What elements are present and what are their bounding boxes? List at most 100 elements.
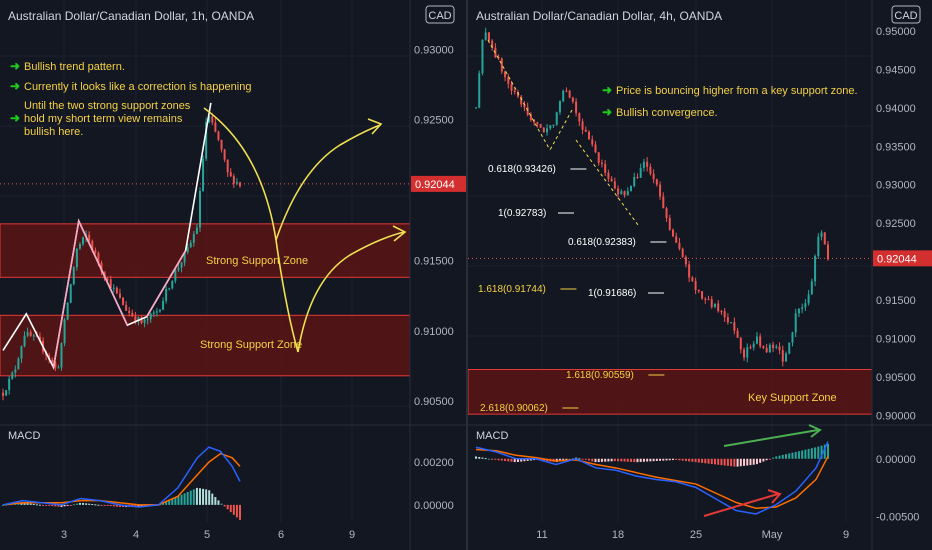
candle-body (746, 347, 749, 358)
currency-badge-label: CAD (894, 10, 917, 22)
macd-histogram-bar (562, 458, 565, 461)
candle-body (100, 262, 103, 272)
candle-body (652, 173, 655, 180)
fib-level-label: 0.618(0.92383) (568, 237, 636, 248)
y-tick-label: 0.90000 (876, 411, 916, 423)
candle-body (720, 311, 723, 313)
macd-histogram-bar (48, 504, 51, 506)
candle-body (701, 291, 704, 299)
macd-histogram-bar (646, 458, 649, 462)
x-tick-label: 3 (61, 529, 67, 541)
macd-histogram-bar (823, 444, 826, 459)
candle-body (533, 119, 536, 123)
candle-body (195, 227, 198, 235)
candle-body (17, 358, 20, 370)
candle-body (633, 176, 636, 187)
macd-histogram-bar (180, 494, 183, 505)
macd-histogram-bar (183, 493, 186, 505)
candle-body (57, 367, 60, 369)
macd-histogram-bar (652, 458, 655, 462)
currency-badge[interactable] (891, 5, 921, 24)
candle-body (546, 128, 549, 133)
candle-body (827, 244, 829, 260)
candle-body (60, 343, 63, 368)
candle-body (794, 313, 797, 333)
candle-body (549, 125, 552, 129)
macd-histogram-bar (491, 458, 494, 460)
macd-histogram-bar (63, 504, 66, 507)
candle-body (755, 336, 758, 344)
candle-body (558, 101, 561, 113)
candle-body (189, 242, 192, 247)
right-chart-svg[interactable]: Key Support Zone 0.95000 0.94500 0.94000 0.9… (468, 0, 932, 550)
macd-histogram-bar (684, 458, 687, 462)
convergence-arrow-price (703, 493, 779, 517)
bullet-arrow-icon: ➜ (10, 79, 20, 93)
candle-body (581, 121, 584, 130)
x-tick-label: 4 (133, 529, 139, 541)
macd-histogram-bar (205, 489, 208, 505)
macd-histogram-bar (607, 458, 610, 462)
macd-histogram-bar (140, 504, 143, 507)
candle-body (820, 232, 823, 237)
macd-histogram-bar (817, 446, 820, 459)
candle-body (146, 319, 149, 321)
candle-body (82, 237, 85, 245)
panel-divider (466, 0, 468, 550)
left-chart-svg[interactable]: Strong Support Zone Strong Support Zone 0.… (0, 0, 466, 550)
macd-signal-line (2, 452, 241, 506)
candle-body (91, 240, 94, 251)
candle-body (743, 349, 746, 358)
candle-body (594, 144, 597, 153)
macd-histogram-bar (78, 502, 81, 505)
right-chart-panel[interactable]: Key Support Zone 0.95000 0.94500 0.94000 0.9… (468, 0, 932, 550)
candle-body (211, 116, 214, 123)
macd-histogram-bar (75, 503, 78, 505)
candle-body (665, 208, 668, 218)
macd-histogram-bar (775, 456, 778, 459)
support-zone (0, 314, 411, 377)
candle-body (38, 336, 41, 341)
candle-body (613, 181, 616, 189)
last-price-tag-label: 0.92044 (415, 179, 455, 191)
macd-histogram-bar (626, 458, 629, 462)
candle-body (785, 353, 788, 362)
projection-arrowhead (392, 225, 407, 242)
macd-line (475, 441, 829, 515)
macd-histogram-bar (513, 458, 516, 463)
macd-histogram-bar (565, 458, 568, 460)
macd-histogram-bar (733, 458, 736, 467)
macd-histogram-bar (617, 458, 620, 462)
macd-histogram-bar (45, 504, 48, 506)
annotation-text: Price is bouncing higher from a key supp… (616, 85, 858, 97)
candle-body (475, 107, 477, 109)
candle-body (180, 262, 183, 268)
macd-histogram-bar (143, 504, 146, 507)
annotation-text: hold my short term view remains (24, 113, 183, 125)
left-chart-panel[interactable]: Strong Support Zone Strong Support Zone 0.… (0, 0, 466, 550)
candle-body (804, 303, 807, 308)
candle-body (208, 116, 211, 123)
y-tick-label: 0.94000 (876, 103, 916, 115)
macd-histogram-bar (623, 458, 626, 462)
currency-badge[interactable] (425, 5, 455, 24)
macd-histogram-bar (507, 458, 510, 462)
trend-line-dashed (549, 109, 573, 151)
candle-body (137, 317, 140, 322)
candle-body (778, 346, 781, 351)
x-tick-label: 9 (349, 529, 355, 541)
candle-body (5, 390, 8, 396)
last-price-tag (411, 175, 466, 192)
macd-histogram-bar (475, 456, 477, 459)
support-zone-label: Strong Support Zone (200, 339, 302, 351)
candle-body (694, 280, 697, 291)
macd-histogram-bar (772, 457, 775, 459)
macd-histogram-bar (794, 451, 797, 459)
chart-title: Australian Dollar/Canadian Dollar, 4h, O… (476, 9, 722, 23)
macd-histogram-bar (217, 500, 220, 505)
candle-body (220, 139, 223, 150)
macd-histogram-bar (662, 458, 665, 461)
convergence-arrowhead (767, 489, 782, 504)
y-tick-label: 0.95000 (876, 26, 916, 38)
macd-histogram-bar (226, 504, 229, 510)
